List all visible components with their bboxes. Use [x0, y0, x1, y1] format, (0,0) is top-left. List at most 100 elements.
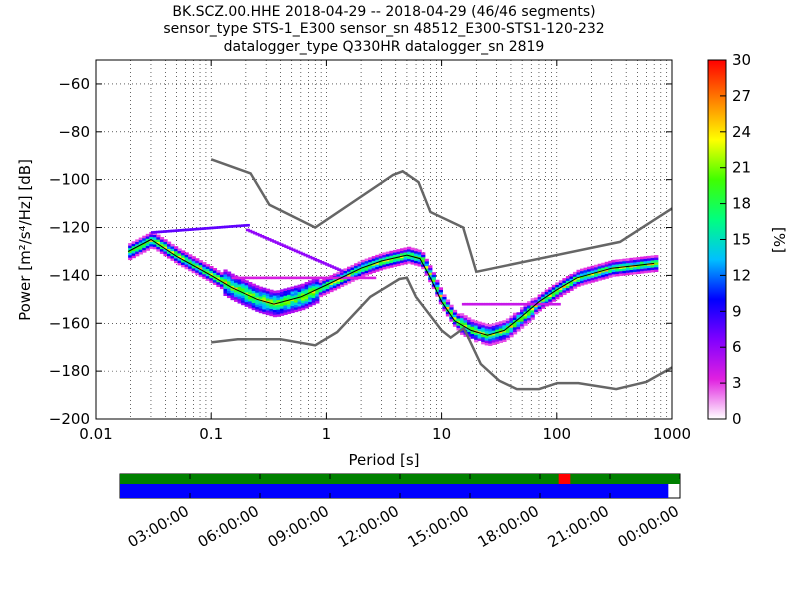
density-cell: [163, 230, 168, 233]
density-cell: [230, 285, 235, 289]
density-cell: [551, 289, 556, 293]
density-cell: [332, 278, 338, 281]
density-cell: [403, 247, 408, 251]
density-cell: [135, 241, 140, 245]
density-cell: [512, 317, 518, 321]
density-cell: [368, 276, 373, 280]
density-cell: [601, 267, 606, 271]
density-cell: [170, 258, 175, 261]
density-cell: [410, 247, 415, 251]
density-cell: [515, 302, 520, 306]
density-cell: [237, 286, 242, 290]
density-cell: [156, 246, 161, 250]
density-cell: [604, 261, 609, 265]
density-cell: [590, 280, 595, 283]
density-cell: [131, 250, 136, 254]
density-cell: [361, 259, 366, 263]
density-cell: [650, 255, 655, 259]
density-cell: [424, 258, 429, 262]
density-cell: [505, 302, 510, 306]
density-cell: [294, 292, 299, 296]
density-cell: [537, 306, 542, 310]
density-cell: [558, 282, 564, 286]
density-cell: [365, 276, 370, 280]
density-cell: [580, 278, 585, 281]
density-cell: [209, 273, 214, 276]
density-cell: [230, 295, 235, 298]
colorbar-tick-label: 18: [732, 195, 751, 213]
density-cell: [449, 307, 454, 310]
density-cell: [202, 274, 207, 277]
density-cell: [281, 244, 286, 247]
density-cell: [594, 271, 599, 275]
density-cell: [431, 276, 436, 280]
density-cell: [449, 304, 454, 308]
density-cell: [297, 291, 302, 295]
density-cell: [491, 335, 496, 338]
density-cell: [530, 302, 535, 306]
density-cell: [445, 311, 451, 315]
density-cell: [516, 324, 521, 327]
density-cell: [301, 293, 306, 296]
density-cell: [618, 271, 624, 274]
density-cell: [608, 272, 613, 276]
density-cell: [498, 323, 504, 327]
density-cell: [262, 311, 267, 315]
density-cell: [371, 265, 376, 269]
density-cell: [223, 225, 228, 229]
density-cell: [474, 327, 479, 331]
density-cell: [632, 271, 638, 275]
density-cell: [625, 267, 631, 271]
density-cell: [198, 267, 203, 270]
density-cell: [181, 262, 186, 265]
density-cell: [608, 270, 613, 273]
density-cell: [601, 262, 606, 266]
density-cell: [428, 270, 433, 273]
density-cell: [269, 299, 274, 302]
density-cell: [286, 301, 292, 305]
density-cell: [181, 252, 186, 256]
density-cell: [294, 307, 299, 310]
density-cell: [131, 246, 136, 249]
density-cell: [315, 279, 320, 283]
density-cell: [308, 287, 313, 291]
density-cell: [650, 265, 655, 268]
density-cell: [555, 296, 560, 300]
density-cell: [188, 259, 193, 262]
density-cell: [474, 325, 479, 328]
density-cell: [519, 307, 525, 310]
density-cell: [230, 278, 235, 282]
density-cell: [484, 323, 489, 327]
density-cell: [294, 287, 299, 291]
density-cell: [580, 270, 585, 274]
density-cell: [587, 266, 592, 270]
density-cell: [242, 276, 247, 280]
density-cell: [156, 237, 161, 240]
density-cell: [547, 302, 552, 306]
density-cell: [315, 291, 320, 294]
density-cell: [283, 295, 288, 299]
density-cell: [156, 249, 161, 252]
density-cell: [234, 282, 239, 286]
density-cell: [498, 321, 504, 324]
density-cell: [226, 290, 232, 294]
density-cell: [226, 283, 232, 287]
density-cell: [234, 280, 239, 283]
density-cell: [435, 294, 440, 297]
density-cell: [202, 264, 207, 268]
density-cell: [354, 270, 359, 274]
timeline-tick-label: 03:00:00: [125, 502, 192, 551]
density-cell: [159, 241, 165, 245]
density-cell: [474, 337, 479, 340]
density-cell: [392, 254, 398, 258]
density-cell: [611, 271, 617, 275]
density-cell: [481, 329, 486, 333]
density-cell: [286, 246, 291, 250]
density-cell: [308, 285, 313, 288]
density-cell: [269, 294, 274, 298]
density-cell: [286, 287, 292, 291]
density-cell: [481, 327, 486, 331]
density-cell: [470, 328, 475, 332]
density-cell: [166, 248, 172, 252]
